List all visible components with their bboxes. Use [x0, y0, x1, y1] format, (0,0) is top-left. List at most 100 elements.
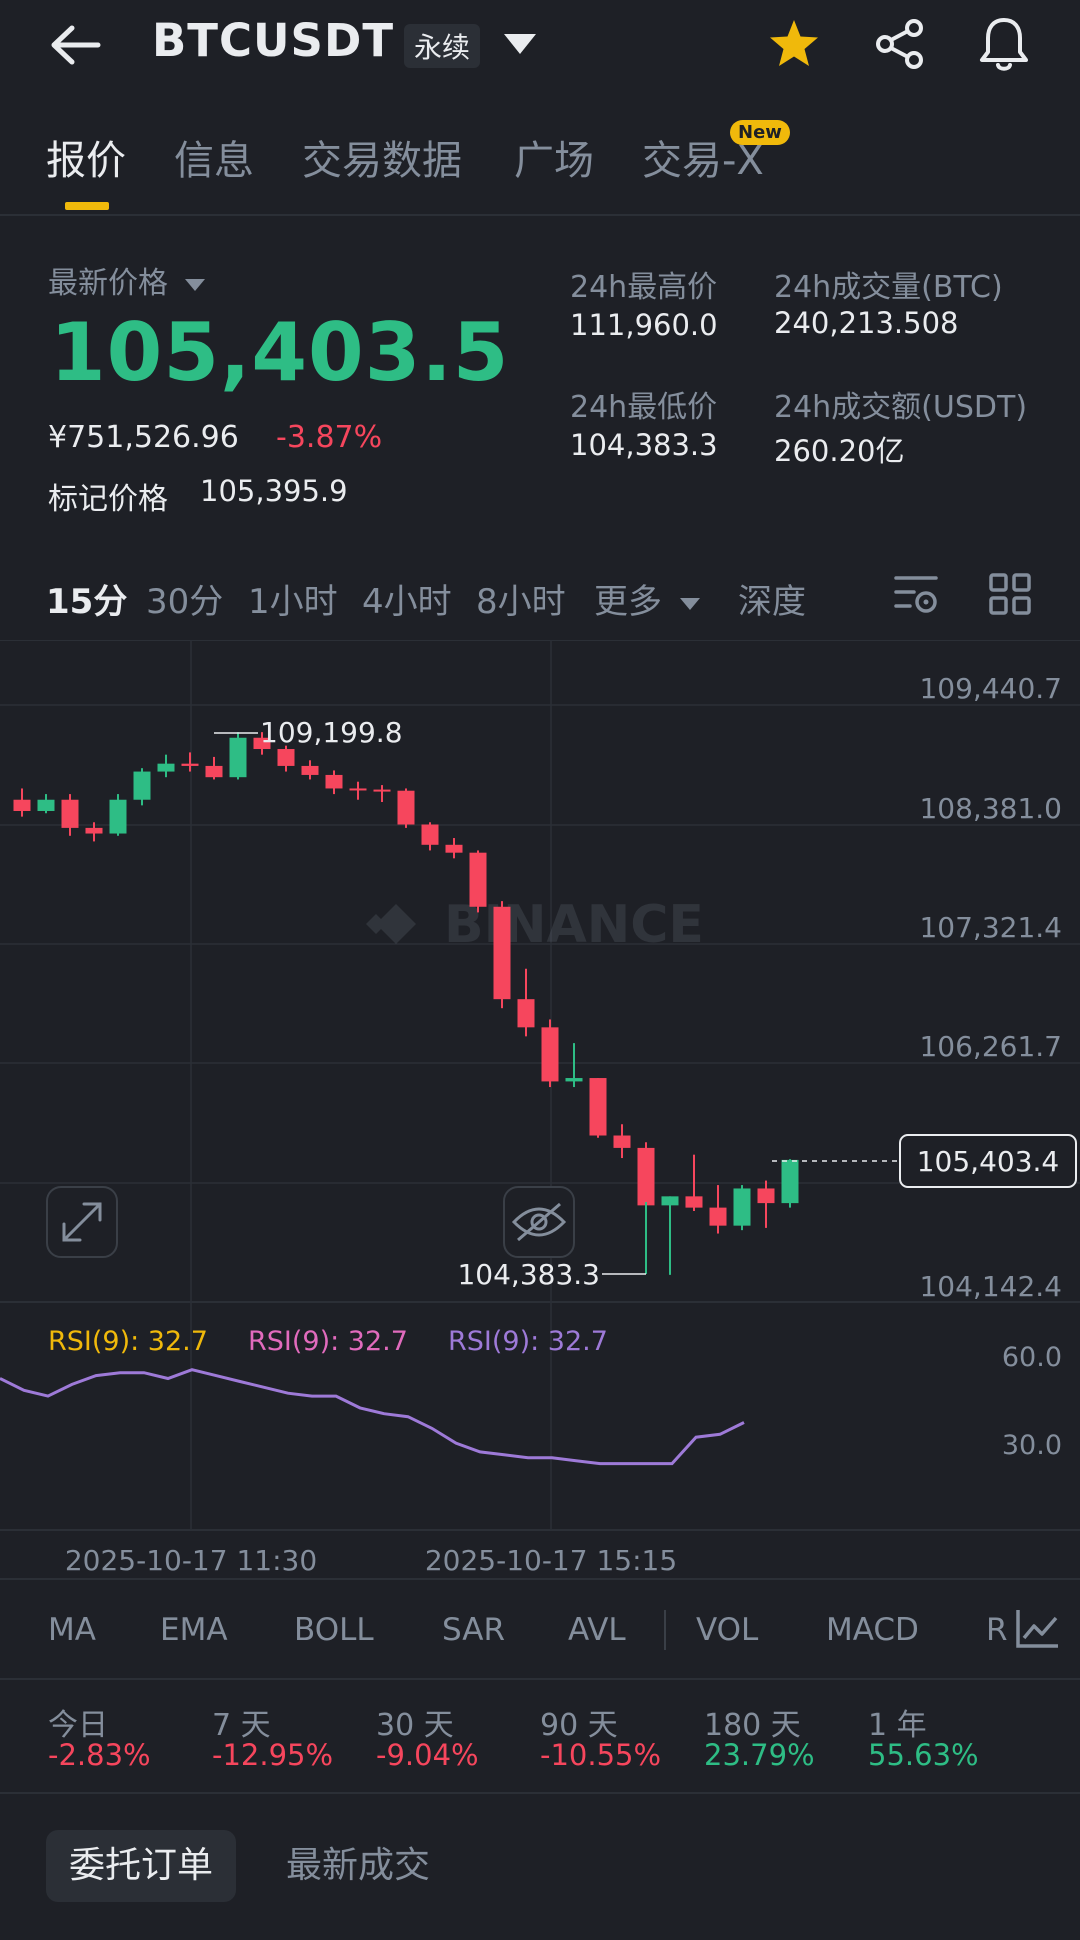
latest-price-label[interactable]: 最新价格 [48, 258, 206, 302]
new-badge: New [730, 120, 790, 145]
tab-trading-data[interactable]: 交易数据 [302, 138, 462, 184]
main-tabs: 报价 信息 交易数据 广场 交易-X New [0, 120, 1080, 216]
chart-grid [0, 639, 1080, 1531]
rsi-label-3: RSI(9): 32.7 [448, 1326, 608, 1357]
chevron-down-icon[interactable] [502, 30, 538, 56]
price-axis-label: 106,261.7 [919, 1030, 1062, 1063]
candle-up [229, 737, 247, 778]
candle-up [109, 799, 127, 834]
candle-down [13, 799, 31, 811]
perf-label: 30 天 [376, 1708, 454, 1743]
indicator-vol[interactable]: VOL [696, 1612, 759, 1648]
symbol-title[interactable]: BTCUSDT [152, 14, 395, 67]
candle-down [421, 824, 439, 845]
indicator-sar[interactable]: SAR [442, 1612, 505, 1648]
tab-info[interactable]: 信息 [174, 138, 254, 184]
svg-text:104,383.3: 104,383.3 [457, 1258, 600, 1291]
perf-label: 1 年 [868, 1708, 927, 1743]
current-price-box [899, 1134, 1077, 1188]
share-icon[interactable] [872, 16, 928, 72]
bell-icon[interactable] [976, 14, 1032, 74]
candle-down [637, 1147, 655, 1206]
rsi-label-2: RSI(9): 32.7 [248, 1326, 408, 1357]
candle-up [157, 763, 175, 772]
perf-value: 55.63% [868, 1738, 979, 1772]
rsi-axis-label: 60.0 [1002, 1342, 1062, 1373]
expand-icon[interactable] [46, 1186, 118, 1258]
tab-square[interactable]: 广场 [514, 138, 594, 184]
candle-up [661, 1196, 679, 1206]
candle-up [781, 1159, 799, 1204]
bottom-tabs: 委托订单 最新成交 [0, 1792, 1080, 1940]
star-icon[interactable] [766, 16, 822, 72]
candle-series [13, 732, 799, 1275]
candlestick-chart-svg[interactable]: BINANCE 109,440.7 108,381.0 107,321.4 10… [0, 639, 1080, 1580]
indicator-ema[interactable]: EMA [160, 1612, 228, 1648]
candle-up [565, 1078, 583, 1082]
chevron-down-icon [184, 278, 205, 291]
candle-down [349, 788, 367, 791]
tab-latest-trades[interactable]: 最新成交 [286, 1845, 431, 1886]
candle-down [469, 852, 487, 907]
candle-down [685, 1196, 703, 1208]
candle-down [181, 763, 199, 766]
indicator-boll[interactable]: BOLL [294, 1612, 374, 1648]
interval-depth[interactable]: 深度 [738, 582, 806, 622]
latest-price-value: 105,403.5 [50, 306, 510, 399]
candle-down [589, 1078, 607, 1136]
price-axis-label: 109,440.7 [919, 672, 1062, 705]
perf-value: -2.83% [48, 1738, 151, 1772]
candle-down [301, 765, 319, 775]
interval-15m[interactable]: 15分 [46, 582, 128, 622]
candle-down [613, 1135, 631, 1148]
back-arrow-icon[interactable] [48, 22, 102, 68]
tab-quote[interactable]: 报价 [46, 138, 126, 184]
volume-usdt-value: 260.20亿 [774, 434, 905, 468]
candle-down [253, 737, 271, 750]
volume-usdt-label: 24h成交额(USDT) [774, 390, 1028, 425]
indicator-chart-icon[interactable] [1012, 1606, 1062, 1652]
indicator-macd[interactable]: MACD [826, 1612, 919, 1648]
rsi-label-1: RSI(9): 32.7 [48, 1326, 208, 1357]
chart-settings-icon[interactable] [892, 572, 940, 616]
mark-price-label: 标记价格 [48, 482, 168, 517]
current-price-label: 105,403.4 [917, 1145, 1060, 1178]
interval-more[interactable]: 更多 [594, 574, 701, 623]
candle-down [397, 790, 415, 825]
top-header: BTCUSDT 永续 [0, 0, 1080, 100]
candle-down [493, 906, 511, 1000]
price-axis-label: 108,381.0 [919, 792, 1062, 825]
candle-down [757, 1188, 775, 1204]
svg-text:109,199.8: 109,199.8 [260, 716, 403, 749]
divider [0, 1578, 1080, 1580]
candle-down [709, 1207, 727, 1226]
indicator-avl[interactable]: AVL [568, 1612, 626, 1648]
perf-value: 23.79% [704, 1738, 815, 1772]
eye-off-icon[interactable] [503, 1186, 575, 1258]
interval-1h[interactable]: 1小时 [248, 582, 338, 622]
contract-type-badge: 永续 [404, 24, 481, 68]
interval-30m[interactable]: 30分 [146, 582, 224, 622]
perf-label: 7 天 [212, 1708, 271, 1743]
candle-down [85, 827, 103, 834]
candle-down [445, 844, 463, 853]
indicator-ma[interactable]: MA [48, 1612, 96, 1648]
price-chart[interactable]: BINANCE 109,440.7 108,381.0 107,321.4 10… [0, 639, 1080, 1580]
tab-open-orders[interactable]: 委托订单 [46, 1830, 236, 1902]
interval-4h[interactable]: 4小时 [362, 582, 452, 622]
candle-up [133, 771, 151, 800]
perf-label: 180 天 [704, 1708, 801, 1743]
tab-trade-x[interactable]: 交易-X [642, 138, 764, 184]
high-marker: 109,199.8 [214, 716, 403, 749]
candle-down [541, 1027, 559, 1082]
active-tab-indicator [65, 202, 109, 210]
candle-down [61, 799, 79, 828]
price-axis-label: 107,321.4 [919, 911, 1062, 944]
interval-8h[interactable]: 8小时 [476, 582, 566, 622]
indicator-separator [664, 1610, 666, 1650]
indicator-rsi[interactable]: R [986, 1612, 1008, 1648]
time-axis-label: 2025-10-17 11:30 [65, 1544, 317, 1577]
low-marker: 104,383.3 [457, 1202, 647, 1291]
candle-up [733, 1188, 751, 1226]
grid-layout-icon[interactable] [988, 572, 1032, 616]
